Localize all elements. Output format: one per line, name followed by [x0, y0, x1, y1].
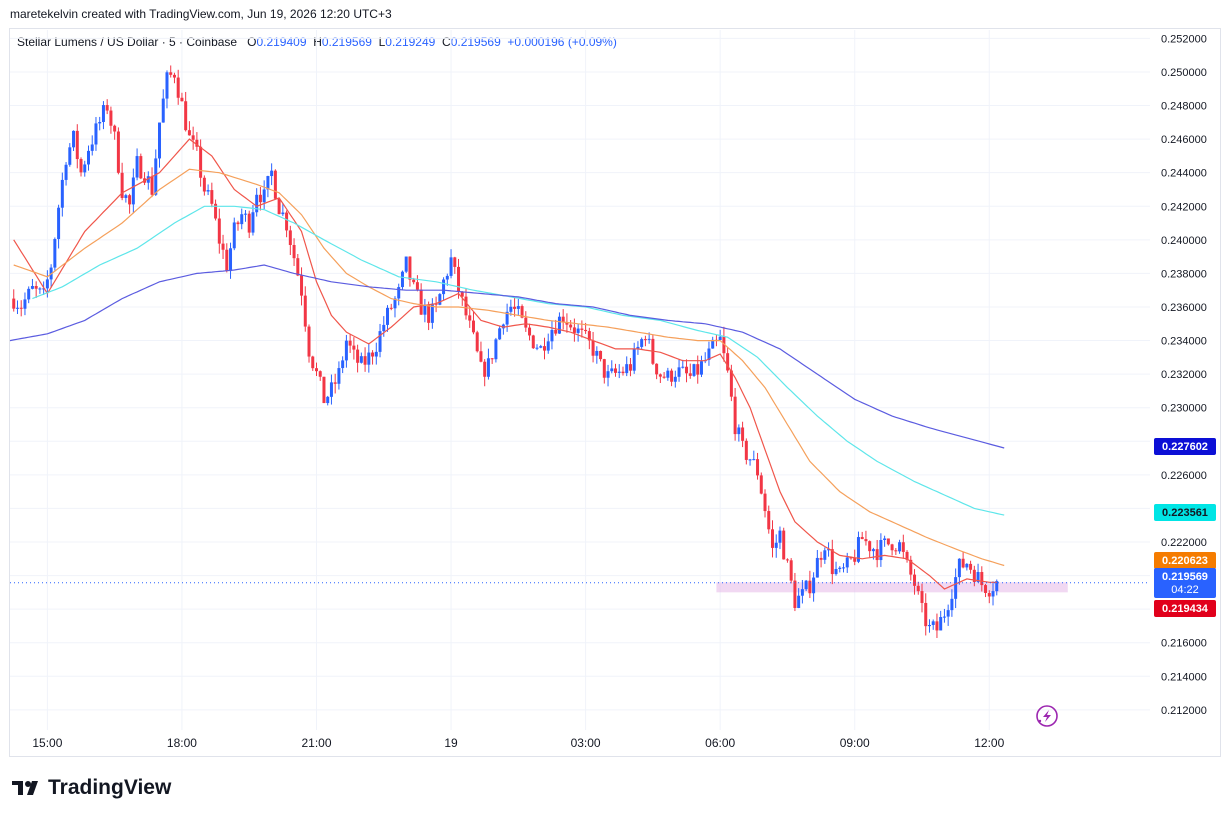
tradingview-brand: TradingView [48, 776, 172, 799]
chart-legend: Stellar Lumens / US Dollar · 5 · Coinbas… [17, 35, 617, 49]
legend-low-label: L [378, 35, 386, 49]
legend-close-label: C [442, 35, 451, 49]
chart-credit: maretekelvin created with TradingView.co… [10, 7, 392, 21]
legend-high-label: H [313, 35, 322, 49]
legend-close-value: 0.219569 [450, 35, 501, 49]
legend-change: +0.000196 (+0.09%) [507, 35, 617, 49]
legend-low-value: 0.219249 [385, 35, 436, 49]
tradingview-logo[interactable]: TradingView [12, 776, 171, 800]
chart-frame[interactable] [9, 28, 1221, 757]
legend-open-label: O [247, 35, 257, 49]
legend-symbol[interactable]: Stellar Lumens / US Dollar · 5 · Coinbas… [17, 35, 238, 49]
tradingview-logo-icon [12, 781, 38, 795]
legend-open-value: 0.219409 [256, 35, 307, 49]
legend-high-value: 0.219569 [321, 35, 372, 49]
